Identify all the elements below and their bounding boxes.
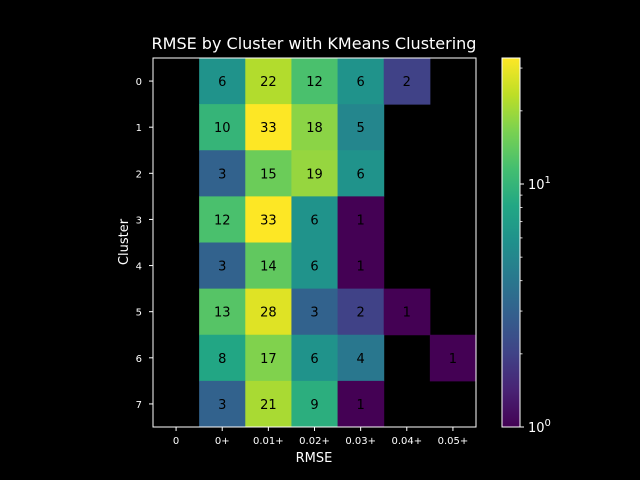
x-axis-label: RMSE bbox=[296, 451, 333, 466]
cell-value-label: 1 bbox=[357, 213, 365, 228]
heatmap-cell bbox=[245, 380, 292, 428]
heatmap-cell bbox=[429, 334, 477, 382]
chart-title: RMSE by Cluster with KMeans Clustering bbox=[152, 34, 477, 53]
y-tick-label: 3 bbox=[136, 215, 142, 226]
heatmap-cell bbox=[337, 380, 385, 428]
heatmap-cell bbox=[337, 104, 385, 151]
x-axis-ticks: 0 0+ 0.01+ 0.02+ 0.03+ 0.04+ 0.05+ bbox=[173, 427, 468, 447]
cell-value-label: 12 bbox=[306, 75, 323, 90]
cell-value-label: 10 bbox=[214, 121, 231, 136]
y-tick-label: 6 bbox=[136, 354, 142, 365]
cell-value-label: 13 bbox=[214, 306, 231, 321]
y-tick-label: 7 bbox=[136, 400, 142, 411]
heatmap-cell bbox=[245, 150, 292, 197]
cell-value-label: 2 bbox=[357, 306, 365, 321]
heatmap-cell bbox=[199, 58, 246, 105]
heatmap-cell bbox=[337, 196, 385, 243]
heatmap-cell bbox=[245, 104, 292, 151]
heatmap-cell bbox=[245, 196, 292, 243]
cell-value-label: 33 bbox=[260, 121, 277, 136]
y-tick-label: 1 bbox=[136, 123, 142, 134]
x-tick-label: 0.03+ bbox=[345, 436, 376, 447]
cell-value-label: 6 bbox=[357, 167, 365, 182]
heatmap-cell bbox=[199, 242, 246, 290]
heatmap-cell bbox=[337, 242, 385, 290]
heatmap-cell bbox=[245, 334, 292, 382]
cell-value-label: 6 bbox=[310, 352, 318, 367]
x-tick-label: 0.01+ bbox=[253, 436, 284, 447]
cell-value-label: 6 bbox=[310, 213, 318, 228]
cell-value-label: 22 bbox=[260, 75, 277, 90]
cell-value-label: 18 bbox=[306, 121, 323, 136]
cell-value-label: 28 bbox=[260, 306, 277, 321]
cell-value-label: 1 bbox=[357, 398, 365, 413]
y-tick-label: 0 bbox=[136, 77, 142, 88]
heatmap-cell bbox=[199, 334, 246, 382]
x-tick-label: 0.04+ bbox=[391, 436, 422, 447]
colorbar-tick-label: 100 bbox=[528, 418, 551, 436]
cell-value-label: 17 bbox=[260, 352, 277, 367]
colorbar-tick-label: 101 bbox=[528, 175, 551, 193]
cell-value-label: 5 bbox=[357, 121, 365, 136]
heatmap-cell bbox=[383, 58, 431, 105]
heatmap-cell bbox=[291, 242, 339, 290]
y-tick-label: 2 bbox=[136, 169, 142, 180]
cell-value-label: 21 bbox=[260, 398, 277, 413]
heatmap-cell bbox=[291, 334, 339, 382]
cell-value-label: 1 bbox=[403, 306, 411, 321]
x-tick-label: 0.05+ bbox=[438, 436, 469, 447]
heatmap-cell bbox=[245, 242, 292, 290]
heatmap-cell bbox=[337, 58, 385, 105]
cell-value-label: 8 bbox=[218, 352, 226, 367]
heatmap-cell bbox=[199, 104, 246, 151]
heatmap-cell bbox=[199, 288, 246, 336]
cell-value-label: 6 bbox=[310, 260, 318, 275]
cell-value-label: 1 bbox=[357, 260, 365, 275]
cell-value-label: 33 bbox=[260, 213, 277, 228]
heatmap-cell bbox=[199, 380, 246, 428]
heatmap-cell bbox=[245, 288, 292, 336]
cell-value-label: 3 bbox=[218, 167, 226, 182]
cell-value-label: 14 bbox=[260, 260, 277, 275]
heatmap-cell bbox=[291, 104, 339, 151]
x-tick-label: 0 bbox=[173, 436, 179, 447]
x-tick-label: 0.02+ bbox=[299, 436, 330, 447]
cell-value-label: 15 bbox=[260, 167, 277, 182]
heatmap-cell bbox=[337, 150, 385, 197]
y-tick-label: 5 bbox=[136, 308, 142, 319]
heatmap-cell bbox=[291, 196, 339, 243]
cell-value-label: 12 bbox=[214, 213, 231, 228]
heatmap-cell bbox=[199, 196, 246, 243]
y-axis-ticks: 0 1 2 3 4 5 6 7 bbox=[136, 77, 153, 411]
heatmap-cells: 6 22 12 6 210 33 18 53 15 19 612 33 6 13 14 6 113 28 3 2 18 1… bbox=[199, 58, 477, 428]
cell-value-label: 3 bbox=[218, 260, 226, 275]
cell-value-label: 6 bbox=[218, 75, 226, 90]
cell-value-label: 3 bbox=[310, 306, 318, 321]
heatmap-cell bbox=[199, 150, 246, 197]
x-tick-label: 0+ bbox=[215, 436, 230, 447]
cell-value-label: 4 bbox=[357, 352, 365, 367]
colorbar: 100 101 bbox=[501, 57, 551, 436]
heatmap-cell bbox=[383, 288, 431, 336]
heatmap-cell bbox=[291, 58, 339, 105]
cell-value-label: 2 bbox=[403, 75, 411, 90]
y-tick-label: 4 bbox=[136, 262, 142, 273]
heatmap-cell bbox=[337, 288, 385, 336]
heatmap-cell bbox=[337, 334, 385, 382]
heatmap-cell bbox=[291, 288, 339, 336]
cell-value-label: 1 bbox=[449, 352, 457, 367]
cell-value-label: 6 bbox=[357, 75, 365, 90]
cell-value-label: 3 bbox=[218, 398, 226, 413]
cell-value-label: 19 bbox=[306, 167, 323, 182]
y-axis-label: Cluster bbox=[117, 218, 132, 265]
heatmap-cell bbox=[291, 150, 339, 197]
heatmap-cell bbox=[291, 380, 339, 428]
cell-value-label: 9 bbox=[310, 398, 318, 413]
heatmap-cell bbox=[245, 58, 292, 105]
colorbar-gradient bbox=[501, 57, 521, 428]
